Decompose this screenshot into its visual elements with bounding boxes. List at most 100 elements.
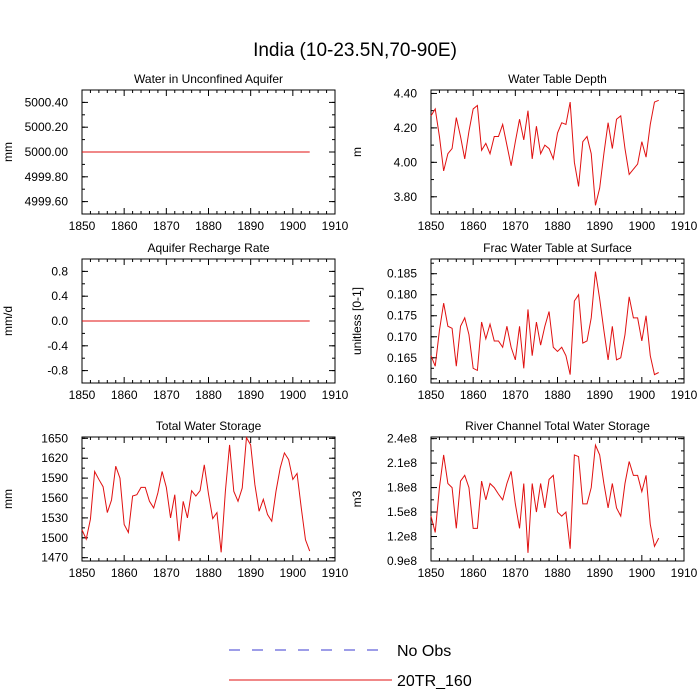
x-tick-label: 1850 xyxy=(418,566,445,580)
x-tick-label: 1870 xyxy=(502,566,529,580)
y-tick-label: 0.9e8 xyxy=(387,554,417,568)
x-tick-label: 1870 xyxy=(502,219,529,233)
x-tick-label: 1900 xyxy=(628,388,655,402)
y-tick-label: 0.185 xyxy=(387,267,417,281)
x-tick-label: 1850 xyxy=(418,219,445,233)
y-tick-label: 1500 xyxy=(41,531,68,545)
x-tick-label: 1910 xyxy=(671,566,698,580)
series-line-20tr-160 xyxy=(430,271,659,376)
x-tick-label: 1850 xyxy=(69,219,96,233)
x-tick-label: 1860 xyxy=(111,566,138,580)
y-axis-label: m xyxy=(350,147,364,157)
y-tick-label: 1560 xyxy=(41,491,68,505)
x-tick-label: 1860 xyxy=(460,219,487,233)
x-tick-label: 1900 xyxy=(279,388,306,402)
x-tick-label: 1890 xyxy=(237,219,264,233)
y-tick-label: 4999.60 xyxy=(25,195,69,209)
x-tick-label: 1910 xyxy=(671,219,698,233)
x-tick-label: 1870 xyxy=(153,566,180,580)
y-tick-label: 0.175 xyxy=(387,309,417,323)
y-axis-label: mm xyxy=(1,142,15,162)
legend-label-no-obs: No Obs xyxy=(397,643,451,660)
x-tick-label: 1890 xyxy=(586,566,613,580)
x-tick-label: 1890 xyxy=(237,388,264,402)
panel-title: Water in Unconfined Aquifer xyxy=(134,72,283,86)
y-tick-label: 1.5e8 xyxy=(387,505,417,519)
y-tick-label: 1590 xyxy=(41,471,68,485)
x-tick-label: 1860 xyxy=(111,388,138,402)
x-tick-label: 1910 xyxy=(322,566,349,580)
x-tick-label: 1870 xyxy=(153,219,180,233)
y-tick-label: 2.1e8 xyxy=(387,456,417,470)
legend-label-20tr-160: 20TR_160 xyxy=(397,673,472,690)
y-tick-label: 4.40 xyxy=(394,86,418,100)
y-axis-label: mm/d xyxy=(1,306,15,336)
x-tick-label: 1880 xyxy=(544,219,571,233)
figure-title: India (10-23.5N,70-90E) xyxy=(253,40,457,61)
y-tick-label: 1530 xyxy=(41,511,68,525)
y-axis-label: unitless [0-1] xyxy=(350,287,364,355)
y-tick-label: 0.0 xyxy=(51,314,68,328)
y-tick-label: -0.4 xyxy=(47,339,68,353)
y-tick-label: 5000.20 xyxy=(25,120,69,134)
panel-1: Water in Unconfined Aquifer mm 1850 1860 187… xyxy=(1,72,349,233)
panels: Water in Unconfined Aquifer mm 1850 1860 187… xyxy=(1,72,698,580)
legend: No Obs 20TR_160 xyxy=(229,643,472,690)
panel-title: Aquifer Recharge Rate xyxy=(147,241,269,255)
y-tick-label: 2.4e8 xyxy=(387,432,417,446)
y-tick-label: 3.80 xyxy=(394,190,418,204)
x-tick-label: 1910 xyxy=(671,388,698,402)
y-tick-label: 0.165 xyxy=(387,351,417,365)
panel-2: Water Table Depth m 1850 1860 1870 1880 1890 19… xyxy=(350,72,698,233)
series-line-20tr-160 xyxy=(430,99,659,206)
x-tick-label: 1860 xyxy=(460,566,487,580)
x-tick-label: 1900 xyxy=(279,219,306,233)
y-tick-label: -0.8 xyxy=(47,364,68,378)
x-tick-label: 1860 xyxy=(460,388,487,402)
x-tick-label: 1880 xyxy=(195,566,222,580)
x-tick-label: 1850 xyxy=(69,566,96,580)
y-tick-label: 4.00 xyxy=(394,155,418,169)
panel-title: River Channel Total Water Storage xyxy=(465,419,650,433)
x-tick-label: 1900 xyxy=(628,566,655,580)
x-tick-label: 1890 xyxy=(237,566,264,580)
x-tick-label: 1850 xyxy=(69,388,96,402)
x-tick-label: 1880 xyxy=(544,388,571,402)
y-tick-label: 0.160 xyxy=(387,372,417,386)
y-axis-label: m3 xyxy=(350,490,364,507)
y-tick-label: 5000.40 xyxy=(25,95,69,109)
x-tick-label: 1900 xyxy=(279,566,306,580)
y-tick-label: 1620 xyxy=(41,451,68,465)
panel-5: Total Water Storage mm 1850 1860 1870 1880 189… xyxy=(1,419,349,580)
x-tick-label: 1910 xyxy=(322,219,349,233)
y-tick-label: 0.8 xyxy=(51,264,68,278)
y-tick-label: 1650 xyxy=(41,431,68,445)
panel-3: Aquifer Recharge Rate mm/d 1850 1860 1870 188… xyxy=(1,241,349,402)
panel-title: Frac Water Table at Surface xyxy=(483,241,632,255)
plot-frame xyxy=(430,436,685,562)
y-tick-label: 0.180 xyxy=(387,288,417,302)
x-tick-label: 1910 xyxy=(322,388,349,402)
y-tick-label: 5000.00 xyxy=(25,145,69,159)
x-tick-label: 1870 xyxy=(153,388,180,402)
y-tick-label: 4.20 xyxy=(394,121,418,135)
y-tick-label: 1.2e8 xyxy=(387,530,417,544)
x-tick-label: 1880 xyxy=(195,388,222,402)
y-tick-label: 4999.80 xyxy=(25,170,69,184)
x-tick-label: 1850 xyxy=(418,388,445,402)
y-tick-label: 1470 xyxy=(41,551,68,565)
x-tick-label: 1890 xyxy=(586,219,613,233)
plot-frame xyxy=(81,436,336,562)
plot-frame xyxy=(430,89,685,215)
x-tick-label: 1870 xyxy=(502,388,529,402)
series-line-20tr-160 xyxy=(81,436,311,553)
y-axis-label: mm xyxy=(1,489,15,509)
panel-6: River Channel Total Water Storage m3 1850 1… xyxy=(350,419,698,580)
y-tick-label: 0.170 xyxy=(387,330,417,344)
series-line-20tr-160 xyxy=(430,443,660,553)
panel-title: Total Water Storage xyxy=(156,419,262,433)
x-tick-label: 1900 xyxy=(628,219,655,233)
x-tick-label: 1890 xyxy=(586,388,613,402)
y-tick-label: 0.4 xyxy=(51,289,68,303)
x-tick-label: 1880 xyxy=(544,566,571,580)
